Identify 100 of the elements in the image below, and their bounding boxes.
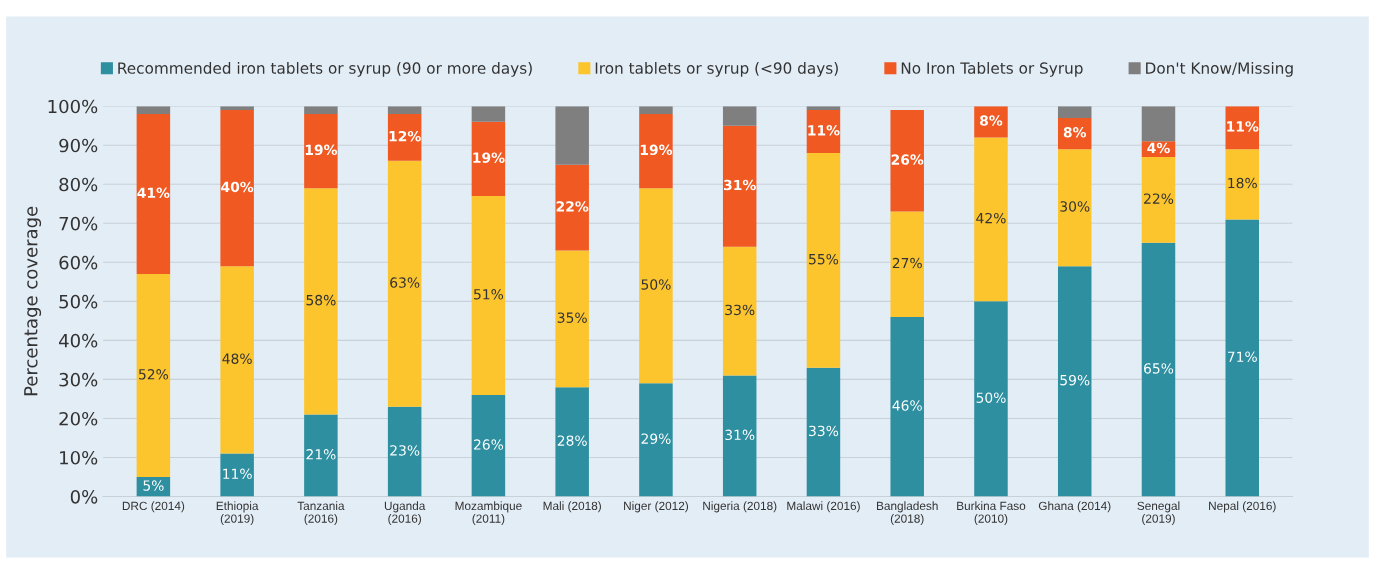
bar bbox=[304, 114, 338, 189]
x-tick-label: Nigeria (2018) bbox=[703, 501, 777, 513]
data-label: 65% bbox=[1144, 363, 1174, 374]
bar bbox=[555, 250, 589, 388]
data-label: 28% bbox=[557, 435, 587, 446]
y-tick-label: 50% bbox=[59, 294, 98, 309]
bar bbox=[806, 367, 841, 497]
bar bbox=[722, 125, 757, 247]
bar bbox=[1141, 242, 1176, 497]
x-tick-label: Niger (2012) bbox=[624, 501, 689, 513]
data-label: 4% bbox=[1147, 142, 1170, 154]
data-label: 22% bbox=[556, 201, 589, 212]
legend-label: No Iron Tablets or Syrup bbox=[901, 62, 1083, 77]
bar bbox=[722, 106, 757, 126]
bar bbox=[471, 121, 506, 196]
data-label: 35% bbox=[557, 312, 587, 323]
data-label: 48% bbox=[222, 353, 252, 364]
bar bbox=[806, 153, 841, 368]
data-label: 29% bbox=[641, 433, 671, 444]
data-label: 71% bbox=[1227, 351, 1257, 362]
data-label: 22% bbox=[1144, 193, 1174, 204]
x-tick-label: Tanzania (2016) bbox=[297, 501, 345, 526]
data-label: 40% bbox=[221, 181, 254, 193]
bar bbox=[639, 114, 673, 189]
bar bbox=[1225, 106, 1259, 150]
bar bbox=[555, 387, 589, 497]
x-tick-label: Malawi (2016) bbox=[787, 501, 860, 513]
legend-label: Don't Know/Missing bbox=[1146, 62, 1293, 77]
bar bbox=[136, 114, 171, 275]
bar bbox=[220, 110, 254, 267]
data-label: 26% bbox=[474, 439, 504, 450]
data-label: 26% bbox=[891, 154, 924, 165]
x-tick-label: DRC (2014) bbox=[122, 501, 185, 513]
data-label: 31% bbox=[725, 429, 755, 441]
x-tick-label: Burkina Faso (2010) bbox=[957, 501, 1026, 526]
legend-label: Iron tablets or syrup (<90 days) bbox=[595, 62, 838, 77]
data-label: 42% bbox=[976, 212, 1006, 224]
bar bbox=[471, 195, 506, 396]
data-label: 11% bbox=[223, 468, 252, 480]
bar bbox=[387, 160, 422, 407]
bar bbox=[722, 375, 757, 497]
y-tick-label: 0% bbox=[70, 489, 98, 504]
y-tick-label: 20% bbox=[59, 411, 98, 426]
x-tick-label: Mozambique (2011) bbox=[455, 501, 522, 526]
data-label: 55% bbox=[809, 253, 839, 265]
y-tick-label: 40% bbox=[59, 333, 98, 348]
bar bbox=[639, 383, 673, 497]
bar bbox=[974, 301, 1008, 497]
data-label: 21% bbox=[306, 449, 336, 460]
bar bbox=[890, 110, 924, 212]
bar bbox=[555, 106, 589, 165]
bar bbox=[806, 110, 841, 154]
data-label: 19% bbox=[640, 144, 673, 156]
y-tick-label: 60% bbox=[59, 255, 98, 270]
x-tick-label: Nepal (2016) bbox=[1209, 501, 1276, 513]
y-tick-label: 90% bbox=[59, 138, 98, 153]
bar bbox=[136, 274, 171, 477]
bar bbox=[890, 316, 924, 497]
bar bbox=[304, 106, 338, 114]
bar bbox=[555, 164, 589, 251]
bar bbox=[471, 106, 506, 122]
data-label: 5% bbox=[143, 480, 164, 491]
data-label: 11% bbox=[1227, 121, 1259, 132]
bar bbox=[1225, 149, 1259, 220]
y-tick-label: 10% bbox=[60, 450, 98, 465]
data-label: 51% bbox=[474, 289, 504, 300]
bar bbox=[890, 211, 924, 317]
data-label: 41% bbox=[137, 187, 170, 199]
data-label: 23% bbox=[390, 445, 420, 456]
y-tick-label: 100% bbox=[48, 99, 98, 114]
bar bbox=[1225, 219, 1259, 497]
data-label: 50% bbox=[976, 392, 1006, 403]
data-label: 30% bbox=[1060, 201, 1090, 212]
x-tick-label: Uganda (2016) bbox=[384, 501, 426, 526]
y-tick-label: 30% bbox=[59, 372, 98, 387]
data-label: 63% bbox=[390, 277, 420, 288]
data-label: 52% bbox=[139, 369, 169, 380]
data-label: 33% bbox=[725, 304, 755, 316]
data-label: 50% bbox=[641, 279, 671, 290]
y-tick-label: 70% bbox=[59, 216, 98, 231]
data-label: 19% bbox=[305, 144, 338, 156]
bar bbox=[1057, 106, 1092, 118]
data-label: 18% bbox=[1228, 177, 1257, 189]
x-tick-label: Mali (2018) bbox=[543, 501, 601, 513]
data-label: 8% bbox=[1063, 127, 1087, 138]
x-tick-label: Senegal (2019) bbox=[1137, 501, 1180, 526]
bar bbox=[220, 266, 254, 454]
legend-label: Recommended iron tablets or syrup (90 or more days) bbox=[118, 62, 532, 77]
bar bbox=[722, 246, 757, 376]
data-label: 11% bbox=[808, 125, 840, 136]
data-label: 33% bbox=[809, 425, 839, 437]
bar bbox=[304, 414, 338, 497]
data-label: 59% bbox=[1060, 374, 1090, 386]
data-label: 27% bbox=[892, 257, 922, 269]
y-axis-title: Percentage coverage bbox=[24, 206, 42, 396]
x-tick-label: Ghana (2014) bbox=[1038, 501, 1111, 513]
bar bbox=[387, 406, 422, 497]
data-label: 12% bbox=[389, 130, 421, 142]
bar bbox=[1141, 156, 1176, 243]
bar bbox=[639, 188, 673, 384]
